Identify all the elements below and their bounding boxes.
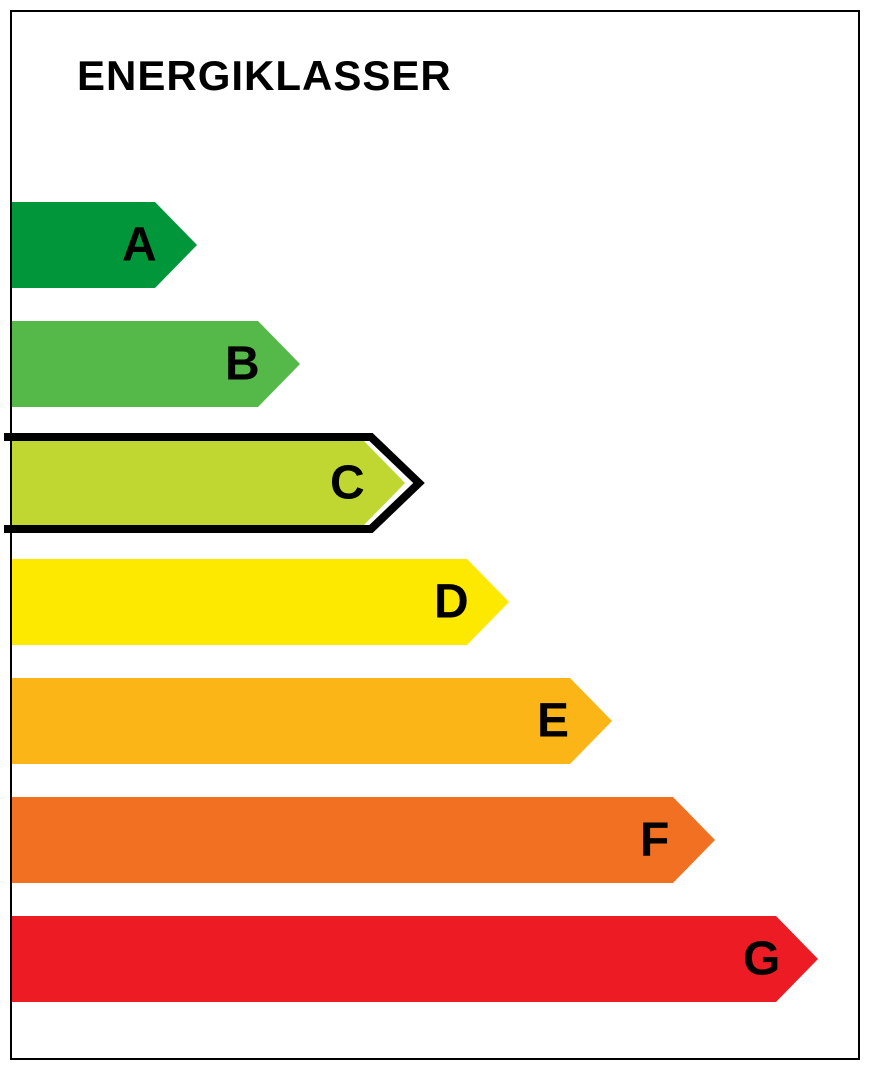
energy-bar-e: E — [12, 678, 612, 764]
energy-bar-label: F — [640, 813, 669, 868]
energy-bars-container: A B C D E F G — [12, 12, 858, 1058]
energy-bar-c: C — [12, 440, 405, 526]
energy-bar-b: B — [12, 321, 300, 407]
energy-bar-a: A — [12, 202, 197, 288]
energy-bar-label: D — [434, 575, 469, 630]
energy-bar-g: G — [12, 916, 818, 1002]
energy-bar-f: F — [12, 797, 715, 883]
energy-label-frame: ENERGIKLASSER ABCDEFG — [10, 10, 860, 1060]
energy-bar-label: A — [122, 218, 157, 273]
energy-bar-d: D — [12, 559, 509, 645]
energy-bar-label: E — [537, 694, 569, 749]
energy-bar-label: B — [225, 337, 260, 392]
energy-bar-label: C — [330, 456, 365, 511]
energy-bar-label: G — [743, 932, 780, 987]
